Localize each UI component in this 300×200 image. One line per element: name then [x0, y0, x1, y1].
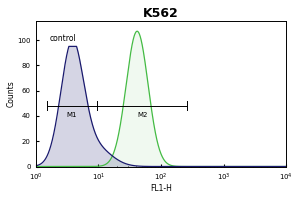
Text: M1: M1 — [67, 112, 77, 118]
X-axis label: FL1-H: FL1-H — [150, 184, 172, 193]
Text: control: control — [50, 34, 76, 43]
Title: K562: K562 — [143, 7, 179, 20]
Text: M2: M2 — [137, 112, 147, 118]
Y-axis label: Counts: Counts — [7, 80, 16, 107]
